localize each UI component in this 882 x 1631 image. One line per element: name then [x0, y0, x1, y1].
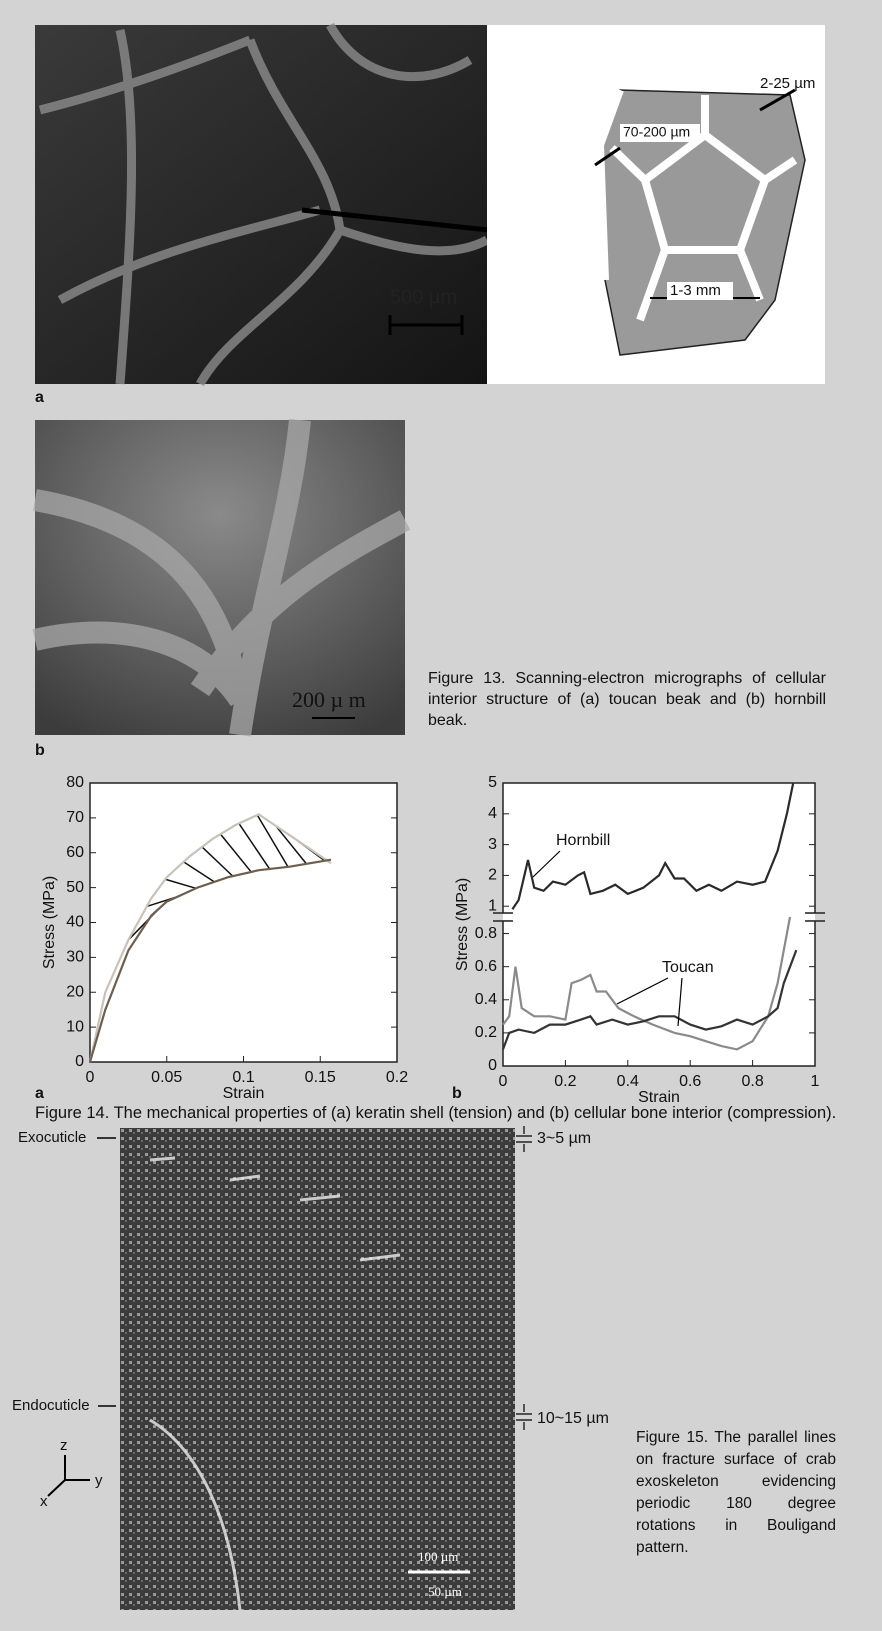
x-tick-label: 0.15 [305, 1069, 336, 1086]
hatch-line [165, 878, 197, 890]
dim-label: 70-200 µm [623, 124, 690, 140]
annotation-leader [616, 977, 669, 1005]
dim-arrow [594, 146, 621, 167]
cell-struts [595, 88, 798, 322]
axis-name: x [40, 1493, 48, 1510]
cell-face [640, 130, 770, 254]
y-tick-label: 0.6 [475, 958, 497, 975]
plot-area [89, 782, 398, 1063]
axes-icon [47, 1455, 90, 1497]
y-tick-label: 0.4 [475, 991, 497, 1008]
series-annotation: Toucan [662, 959, 714, 976]
hatch-line [275, 825, 308, 865]
caption: Figure 14. The mechanical properties of … [35, 1104, 837, 1122]
y-tick-label: 70 [66, 809, 84, 826]
x-axis-label: Strain [223, 1085, 265, 1102]
dim-label: 1-3 mm [670, 282, 721, 299]
y-tick-label: 40 [66, 914, 84, 931]
scale-label: 500 µm [390, 286, 457, 308]
hatch-line [219, 833, 252, 873]
x-axis-label: Strain [638, 1089, 680, 1106]
y-tick-label: 0.8 [475, 925, 497, 942]
series-line [502, 916, 792, 1051]
y-tick-label: 0.2 [475, 1024, 497, 1041]
annotation-leader [532, 850, 561, 878]
y-axis-label: Stress (MPa) [41, 876, 58, 969]
label-bg [667, 282, 733, 300]
sem-strands [32, 418, 411, 737]
dimension-marks [516, 1126, 532, 1430]
sem-image [120, 1128, 515, 1610]
x-tick-label: 1 [811, 1073, 820, 1090]
x-tick-label: 0.1 [232, 1069, 254, 1086]
annotation-leader [677, 977, 683, 1027]
caption: Figure 15. The parallel lines on fractur… [636, 1429, 836, 1556]
hatch-line [183, 861, 215, 883]
dim-label: 2-25 µm [760, 75, 815, 92]
series-line [88, 858, 332, 1063]
x-tick-label: 0.8 [741, 1073, 763, 1090]
y-tick-label: 2 [488, 867, 497, 884]
scale-label: 50 µm [428, 1584, 462, 1599]
sem-strands [38, 22, 490, 387]
x-tick-label: 0 [86, 1069, 95, 1086]
panel-label: b [35, 742, 45, 759]
series-line [88, 813, 332, 1063]
y-tick-label: 4 [488, 805, 497, 822]
y-tick-label: 0 [488, 1057, 497, 1074]
series-line [501, 949, 798, 1050]
y-tick-label: 50 [66, 879, 84, 896]
series-line [511, 782, 795, 910]
x-tick-label: 0.2 [554, 1073, 576, 1090]
y-tick-label: 60 [66, 844, 84, 861]
hatch-line [201, 846, 234, 877]
dim-arrow [759, 88, 796, 112]
y-tick-label: 3 [488, 836, 497, 853]
panel-label: b [452, 1085, 462, 1102]
y-tick-label: 20 [66, 983, 84, 1000]
y-tick-label: 5 [488, 774, 497, 791]
y-tick-label: 0 [75, 1053, 84, 1070]
layer-label: Endocuticle [12, 1397, 90, 1414]
y-tick-label: 10 [66, 1018, 84, 1035]
label-bg [620, 124, 700, 142]
layer-label: Exocuticle [18, 1129, 86, 1146]
sem-highlights [149, 1156, 401, 1611]
x-tick-label: 0 [499, 1073, 508, 1090]
axis-name: z [60, 1437, 68, 1454]
hatch-line [238, 823, 271, 870]
caption: Figure 13. Scanning-electron micrographs… [428, 670, 826, 729]
series-annotation: Hornbill [556, 832, 610, 849]
hatch-line [256, 814, 289, 868]
x-tick-label: 0.4 [617, 1073, 639, 1090]
axis-name: y [95, 1472, 103, 1489]
y-tick-label: 80 [66, 774, 84, 791]
x-tick-label: 0.05 [151, 1069, 182, 1086]
x-tick-label: 0.2 [386, 1069, 408, 1086]
panel-label: a [35, 389, 44, 406]
scale-label: 100 µm [418, 1549, 458, 1564]
y-tick-label: 30 [66, 949, 84, 966]
y-axis-label: Stress (MPa) [454, 878, 471, 971]
dimension-label: 3~5 µm [537, 1130, 591, 1147]
dimension-label: 10~15 µm [537, 1410, 609, 1427]
x-tick-label: 0.6 [679, 1073, 701, 1090]
scale-label: 200 µ m [292, 687, 366, 712]
panel-label: a [35, 1085, 44, 1102]
y-tick-label: 1 [488, 897, 497, 914]
